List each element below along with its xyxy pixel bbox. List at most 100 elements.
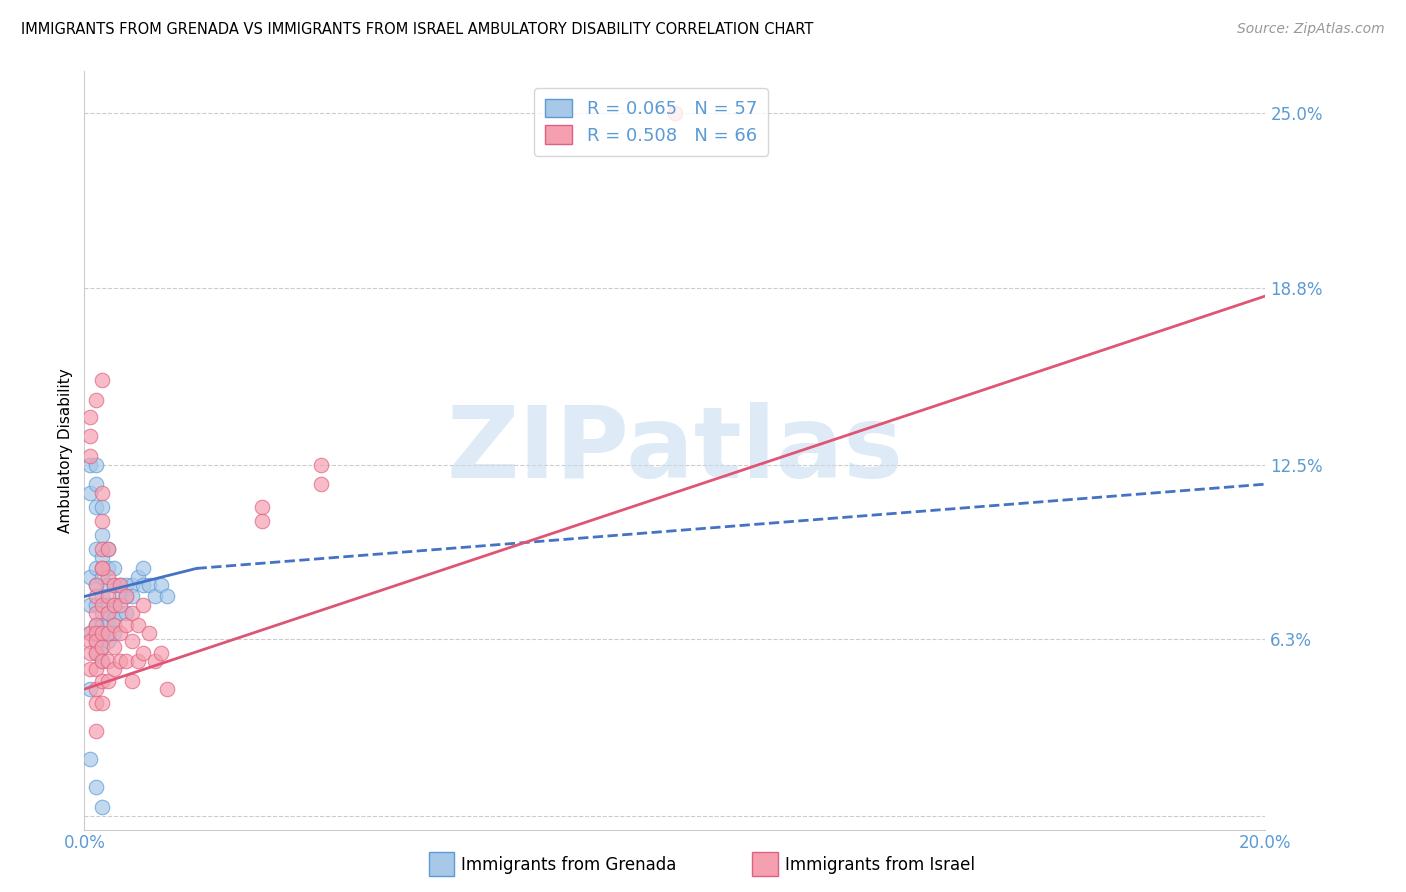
Point [250,500,273,514]
Point [79,429,101,443]
Point [84,607,107,621]
Point [97,634,120,648]
Point [97,570,120,584]
Point [97,541,120,556]
Point [121,590,143,604]
Text: ZIPatlas: ZIPatlas [447,402,903,499]
Text: Source: ZipAtlas.com: Source: ZipAtlas.com [1237,22,1385,37]
Point [97,598,120,612]
Point [127,654,149,668]
Point [121,673,143,688]
Point [91,617,114,632]
Point [97,607,120,621]
Point [114,654,136,668]
Point [250,514,273,528]
Point [114,607,136,621]
Point [79,682,101,697]
Point [108,590,131,604]
Point [108,578,131,592]
Point [79,570,101,584]
Point [309,477,332,491]
Point [84,392,107,407]
Point [79,409,101,424]
Point [108,598,131,612]
Point [84,617,107,632]
Point [103,640,125,654]
Point [121,578,143,592]
Point [121,634,143,648]
Point [114,578,136,592]
Point [103,617,125,632]
Text: Immigrants from Grenada: Immigrants from Grenada [461,856,676,874]
Point [97,617,120,632]
Point [84,578,107,592]
Point [664,106,686,120]
Point [79,458,101,472]
Point [91,500,114,514]
Point [103,663,125,677]
Point [97,607,120,621]
Point [91,598,114,612]
Point [103,626,125,640]
Point [84,617,107,632]
Point [84,646,107,660]
Point [79,626,101,640]
Point [91,527,114,541]
Point [91,373,114,387]
Point [84,634,107,648]
Point [84,663,107,677]
Point [79,598,101,612]
Point [91,541,114,556]
Point [84,780,107,795]
Point [84,590,107,604]
Point [91,590,114,604]
Point [91,800,114,814]
Point [108,578,131,592]
Point [97,578,120,592]
Point [84,458,107,472]
Text: IMMIGRANTS FROM GRENADA VS IMMIGRANTS FROM ISRAEL AMBULATORY DISABILITY CORRELAT: IMMIGRANTS FROM GRENADA VS IMMIGRANTS FR… [21,22,814,37]
Point [97,590,120,604]
Point [143,654,166,668]
Point [79,646,101,660]
Point [156,590,179,604]
Point [108,607,131,621]
Point [138,578,160,592]
Point [103,598,125,612]
Point [84,634,107,648]
Point [114,590,136,604]
Point [84,696,107,710]
Point [84,541,107,556]
Point [103,612,125,626]
Point [108,626,131,640]
Point [97,561,120,575]
Point [97,541,120,556]
Point [132,646,155,660]
Point [91,626,114,640]
Point [127,570,149,584]
Point [114,590,136,604]
Y-axis label: Ambulatory Disability: Ambulatory Disability [58,368,73,533]
Point [84,477,107,491]
Point [84,500,107,514]
Point [91,561,114,575]
Point [84,598,107,612]
Point [79,626,101,640]
Point [127,617,149,632]
Point [91,626,114,640]
Point [103,598,125,612]
Point [84,626,107,640]
Point [91,673,114,688]
Point [79,752,101,766]
Point [121,607,143,621]
Point [103,578,125,592]
Point [84,561,107,575]
Text: Immigrants from Israel: Immigrants from Israel [785,856,974,874]
Point [91,514,114,528]
Point [103,561,125,575]
Point [79,663,101,677]
Point [79,485,101,500]
Point [138,626,160,640]
Point [91,696,114,710]
Point [108,654,131,668]
